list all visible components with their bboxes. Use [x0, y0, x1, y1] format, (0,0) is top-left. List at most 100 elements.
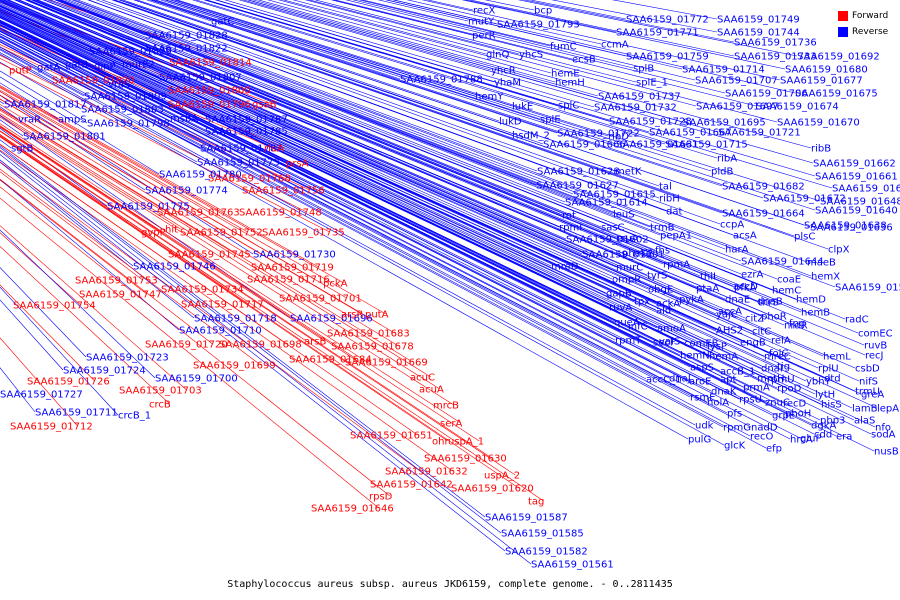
- gene-label: hemA: [709, 352, 738, 363]
- label-connector: [238, 0, 814, 164]
- label-connector: [334, 0, 573, 60]
- gene-label: SAA6159_01684: [289, 355, 372, 366]
- gene-label: SAA6159_01817: [4, 100, 87, 111]
- gene-label: hemC: [772, 286, 801, 297]
- label-connector: [73, 0, 812, 277]
- gene-label: dat: [666, 207, 682, 218]
- gene-label: SAA6159_01696: [290, 314, 373, 325]
- label-connector: [0, 86, 319, 268]
- label-connector: [0, 30, 712, 392]
- gene-label: relA: [771, 336, 791, 347]
- label-connector: [24, 0, 664, 265]
- label-connector: [0, 36, 691, 398]
- gene-label: trmB: [650, 223, 675, 234]
- label-connector: [133, 0, 811, 228]
- label-connector: [71, 0, 836, 288]
- gene-label: SAA6159_01754: [13, 301, 96, 312]
- gene-label: SAA6159_01675: [795, 89, 878, 100]
- label-connector: [0, 9, 778, 367]
- gene-label: SAA6159_01620: [451, 484, 534, 495]
- label-connector: [0, 197, 379, 509]
- label-connector: [0, 126, 325, 342]
- gene-label: lamB: [852, 404, 878, 415]
- gene-label: rpsU: [739, 395, 762, 406]
- gene-label: rsuA: [616, 234, 639, 245]
- gene-label: cdd: [814, 430, 832, 441]
- label-connector: [215, 0, 816, 177]
- gene-label: phoR: [761, 312, 787, 323]
- gene-label: gapB: [606, 289, 632, 300]
- gene-label: SAA6159_01614: [565, 198, 648, 209]
- gene-label: recJ: [865, 351, 884, 362]
- gene-label: SAA6159_01648: [820, 197, 900, 208]
- label-connector: [385, 0, 683, 70]
- gene-label: SAA6159_01575: [835, 283, 900, 294]
- gene-label: SAA6159_01728: [609, 117, 692, 128]
- gene-label: rpmT: [615, 336, 642, 347]
- gene-label: obgE: [648, 285, 673, 296]
- gene-label: SAA6159_01737: [598, 92, 681, 103]
- gene-label: ptaA: [696, 284, 719, 295]
- gene-label: SAA6159_01710: [179, 326, 262, 337]
- gene-label: uspA_2: [484, 471, 520, 482]
- label-connector: [0, 19, 206, 120]
- label-connector: [203, 0, 833, 189]
- label-connector: [406, 0, 602, 45]
- gene-label: msbA: [170, 114, 198, 125]
- gene-label: SAA6159_01661: [815, 172, 898, 183]
- gene-label: dgkA: [811, 421, 836, 432]
- gene-label: putA: [365, 310, 389, 321]
- gene-label: lepA: [877, 404, 899, 415]
- gene-label: rpmA: [663, 260, 690, 271]
- gene-label: maeB: [807, 258, 836, 269]
- gene-label: gvpP: [141, 228, 166, 239]
- gene-label: nifS: [859, 377, 878, 388]
- label-connector: [18, 0, 866, 356]
- gene-label: ribH: [659, 194, 680, 205]
- gene-label: SAA6159_01829: [89, 47, 172, 58]
- label-connector: [331, 0, 757, 107]
- label-connector: [0, 147, 502, 534]
- gene-label: SAA6159_01720: [145, 340, 228, 351]
- label-connector: [0, 24, 786, 414]
- label-connector: [0, 62, 330, 233]
- gene-label: ybhY: [806, 377, 832, 388]
- gene-label: ribA: [717, 154, 737, 165]
- strand-legend: Forward Reverse: [838, 8, 888, 40]
- label-connector: [0, 53, 689, 440]
- label-connector: [192, 0, 666, 145]
- gene-label: csbD: [855, 364, 880, 375]
- gene-label: SAA6159_01747: [79, 290, 162, 301]
- gene-label: arsB: [304, 337, 326, 348]
- gene-label: comEC: [858, 329, 893, 340]
- gene-label: rpsD: [369, 492, 393, 503]
- gene-label: SAA6159_01768: [208, 174, 291, 185]
- label-connector: [523, 0, 735, 43]
- label-connector: [0, 161, 195, 319]
- gene-label: hemD: [796, 295, 826, 306]
- label-connector: [165, 0, 541, 120]
- label-connector: [122, 0, 544, 145]
- gene-label: SAA6159_01715: [665, 140, 748, 151]
- gene-label: apt: [720, 375, 736, 386]
- gene-label: accD: [733, 282, 758, 293]
- label-connector: [118, 0, 660, 187]
- label-connector: [4, 0, 856, 369]
- label-connector: [0, 114, 181, 230]
- gene-label: accB_1: [720, 367, 755, 378]
- label-connector: [314, 0, 637, 83]
- gene-label: thiI: [700, 272, 716, 283]
- label-connector: [0, 104, 399, 347]
- gene-label: SAA6159_01828: [145, 31, 228, 42]
- gene-label: rplU: [818, 364, 839, 375]
- gene-label: uspA_1: [448, 437, 484, 448]
- label-connector: [292, 0, 697, 107]
- label-connector: [0, 21, 821, 421]
- gene-label: SAA6159_01698: [219, 340, 302, 351]
- gene-label: splE: [540, 115, 561, 126]
- label-connector: [0, 38, 647, 380]
- label-connector: [0, 22, 615, 323]
- gene-label: hemL: [823, 352, 851, 363]
- gene-label: rot: [562, 211, 576, 222]
- gene-label: gluP: [800, 434, 822, 445]
